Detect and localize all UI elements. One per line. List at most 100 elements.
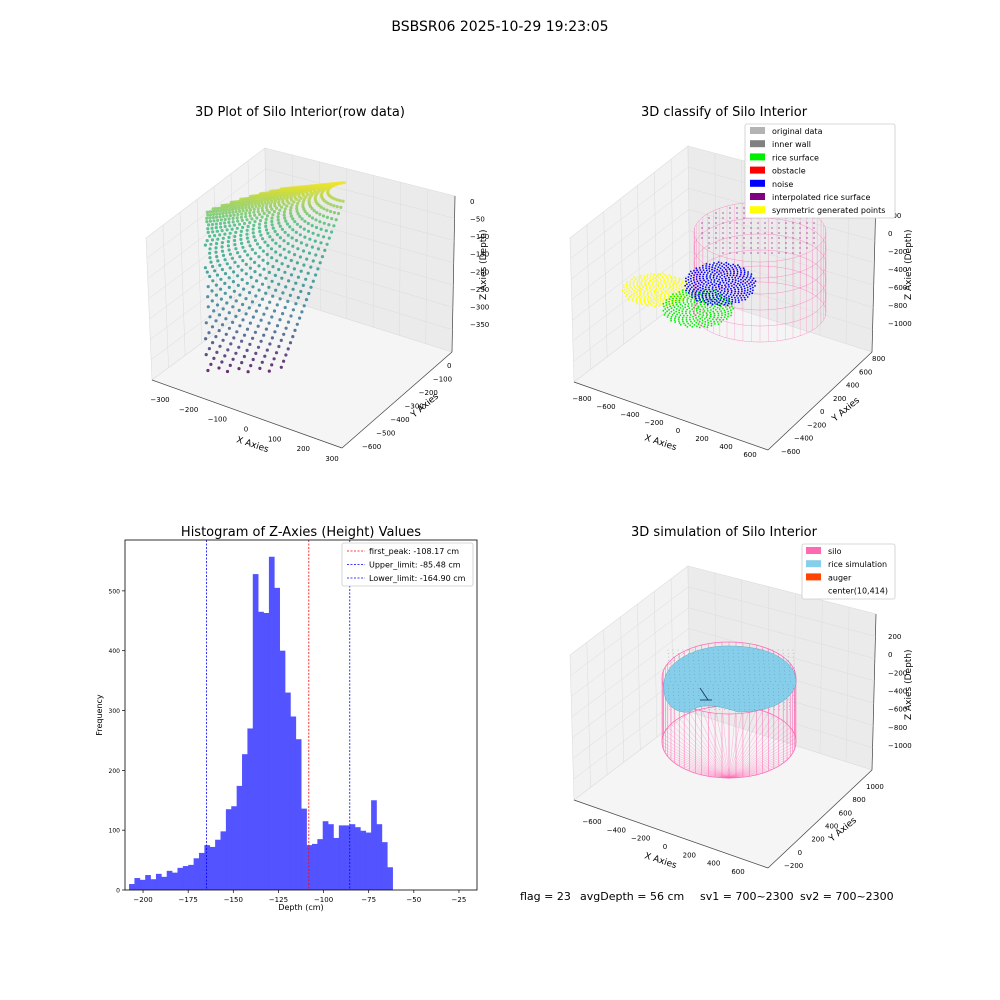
histogram-bar	[242, 754, 248, 890]
grid-line	[620, 198, 624, 345]
rice-mesh-point	[683, 691, 684, 693]
grid-line	[425, 189, 429, 344]
scan-point	[208, 251, 212, 255]
raw-x-axis-label: X Axies	[235, 435, 270, 455]
rice-surface-point	[711, 298, 714, 301]
raw-point-cloud	[203, 181, 347, 374]
scan-point	[304, 298, 309, 302]
grid-line	[196, 199, 202, 344]
rice-mesh-point	[678, 695, 680, 696]
rice-surface-point	[690, 298, 693, 301]
rice-mesh-point	[778, 660, 780, 661]
rice-surface-point	[703, 303, 706, 306]
scan-point	[298, 316, 302, 320]
noise-point	[749, 290, 752, 293]
symmetric-point	[636, 282, 638, 285]
scan-point	[327, 223, 331, 227]
rice-surface-point	[710, 304, 713, 307]
histogram-y-axis-label: Frequency	[95, 694, 104, 736]
noise-point	[735, 294, 738, 297]
rice-mesh-point	[768, 702, 770, 703]
noise-point	[728, 286, 730, 288]
rice-mesh-point	[759, 705, 760, 707]
scan-point	[206, 305, 210, 309]
cone-line	[728, 752, 793, 779]
rice-mesh-point	[688, 667, 690, 668]
rice-mesh-point	[694, 670, 695, 672]
rice-mesh-point	[737, 653, 739, 654]
rice-mesh-point	[708, 667, 710, 668]
grid-line	[146, 168, 455, 259]
symmetric-point	[652, 281, 654, 284]
histogram-bar	[338, 825, 345, 890]
scan-point	[221, 236, 225, 240]
cone-line	[695, 710, 730, 779]
rice-mesh-point	[674, 705, 675, 707]
histogram-bar	[360, 830, 367, 890]
x-tick-label: −400	[607, 826, 626, 834]
histogram-bar	[166, 870, 173, 890]
rice-surface-point	[728, 306, 731, 309]
rice-surface-point	[693, 306, 695, 309]
rice-mesh-point	[714, 709, 716, 710]
rice-mesh-point	[743, 667, 745, 668]
rice-surface-point	[665, 301, 667, 304]
rice-mesh-point	[777, 649, 779, 651]
scan-point	[291, 217, 295, 221]
rice-surface-point	[689, 316, 691, 319]
noise-point	[694, 291, 697, 294]
symmetric-point	[659, 300, 662, 303]
rice-surface-point	[679, 314, 682, 317]
noise-point	[735, 285, 738, 287]
scan-point	[239, 233, 243, 237]
interpolated-point	[715, 227, 717, 229]
scan-point	[341, 199, 345, 203]
x-tick-label: 0	[663, 843, 667, 851]
noise-point	[716, 268, 719, 271]
noise-point	[717, 261, 720, 263]
rice-mesh-point	[722, 653, 724, 654]
interpolated-point	[813, 222, 815, 224]
scan-point	[312, 209, 316, 213]
scan-point	[300, 217, 304, 221]
interpolated-point	[729, 247, 731, 249]
histogram-bar	[172, 872, 178, 890]
histogram-bar	[263, 612, 270, 890]
y-tick-label: 800	[852, 796, 865, 804]
rice-surface-point	[700, 324, 703, 327]
noise-point	[691, 294, 693, 296]
scan-point	[325, 208, 329, 212]
rice-mesh-point	[723, 663, 725, 665]
rice-surface-point	[710, 320, 712, 322]
rice-mesh-point	[698, 698, 700, 700]
symmetric-point	[649, 274, 652, 277]
rice-mesh-point	[793, 698, 795, 700]
noise-point	[743, 285, 745, 288]
rice-surface-point	[670, 295, 672, 298]
scan-point	[241, 197, 245, 201]
rice-mesh-point	[769, 677, 771, 679]
noise-point	[723, 295, 726, 298]
rice-surface-point	[683, 296, 686, 298]
interpolated-point	[736, 217, 738, 219]
rice-mesh-point	[792, 684, 794, 686]
grid-line	[620, 616, 624, 763]
interpolated-point	[778, 237, 780, 239]
scan-point	[275, 206, 279, 210]
noise-point	[708, 292, 711, 295]
noise-point	[699, 299, 701, 301]
noise-point	[741, 283, 744, 286]
symmetric-point	[672, 285, 675, 288]
symmetric-point	[653, 298, 656, 300]
grid-line	[572, 251, 874, 342]
rice-surface-point	[679, 303, 682, 306]
rice-surface-point	[704, 323, 706, 326]
symmetric-point	[647, 295, 650, 298]
scan-point	[211, 279, 215, 283]
symmetric-point	[654, 293, 657, 296]
rice-mesh-point	[687, 649, 689, 651]
rice-mesh-point	[713, 691, 714, 693]
interpolated-point	[750, 247, 752, 249]
noise-point	[742, 294, 744, 297]
noise-point	[684, 284, 687, 287]
